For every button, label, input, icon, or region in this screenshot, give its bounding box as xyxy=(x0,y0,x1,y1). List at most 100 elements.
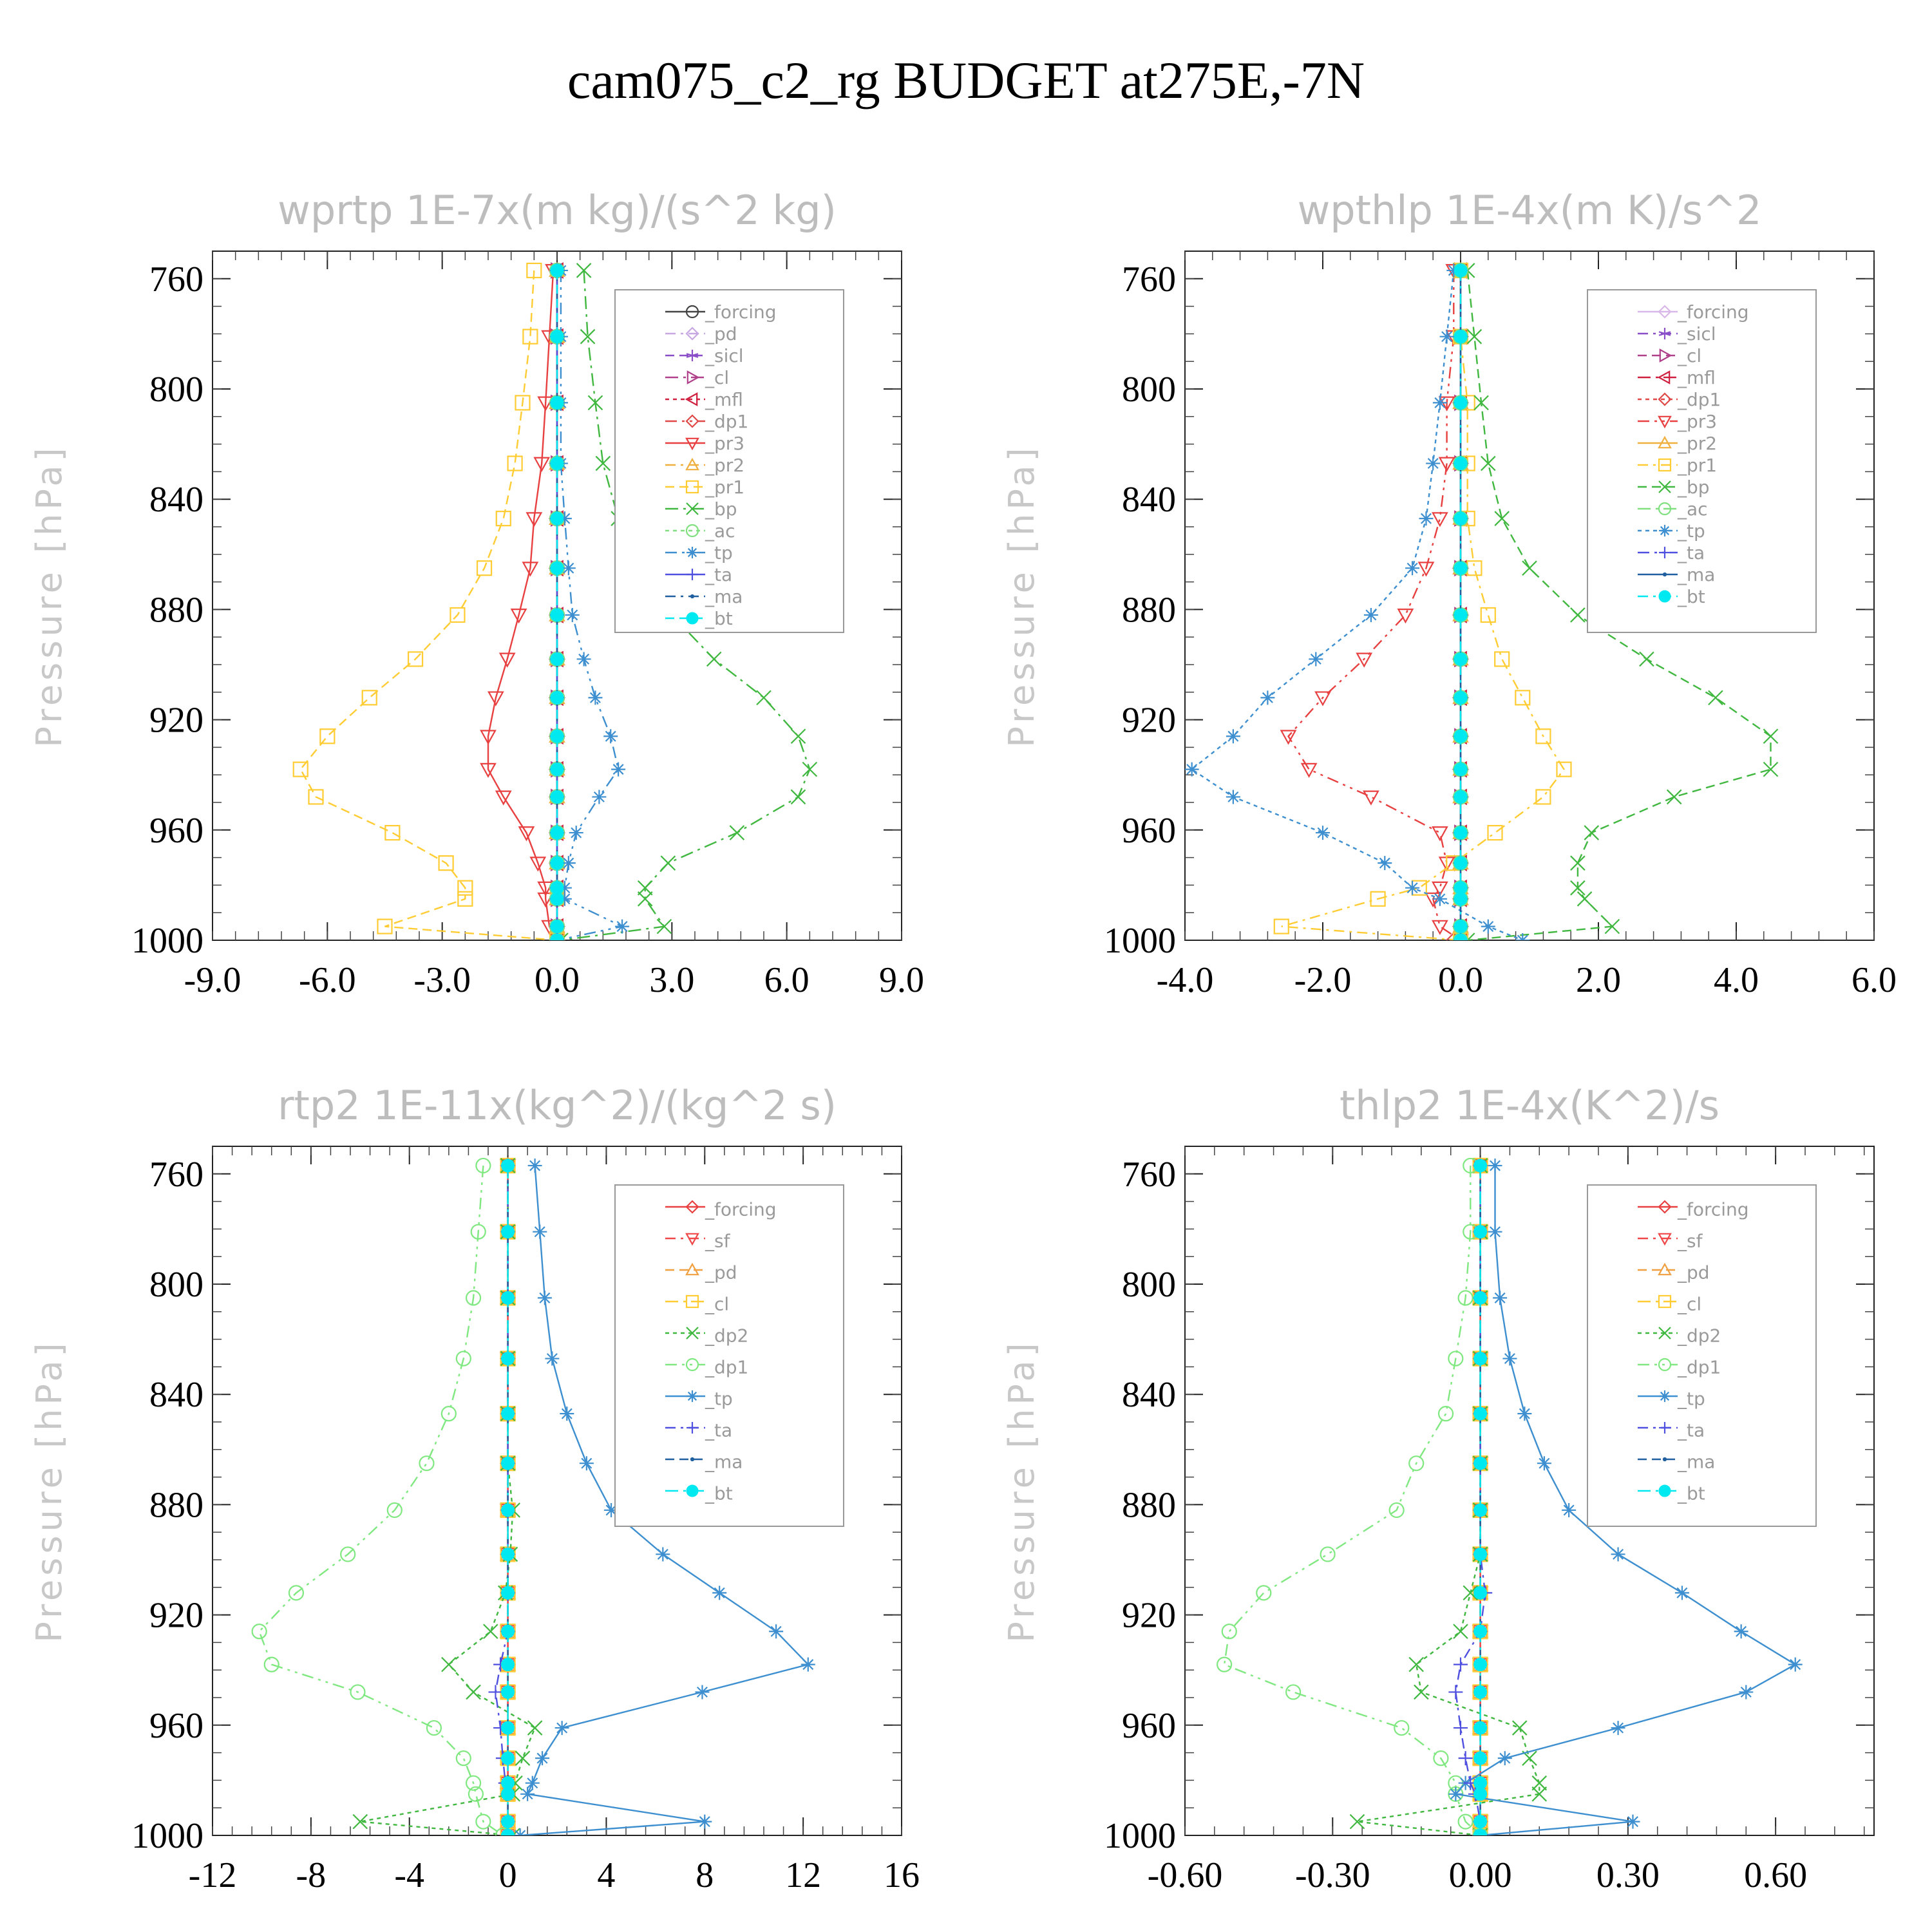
legend-marker xyxy=(1658,1327,1671,1340)
data-point xyxy=(522,562,539,577)
legend-label: _dp1 xyxy=(1677,1356,1721,1378)
x-tick-label: 8 xyxy=(696,1855,714,1895)
data-point xyxy=(1481,919,1495,934)
series-line xyxy=(360,1166,536,1835)
data-point xyxy=(1256,1585,1272,1601)
data-point xyxy=(637,891,653,907)
data-point xyxy=(1453,1624,1468,1640)
legend-marker xyxy=(690,594,695,599)
x-tick-label: 6.0 xyxy=(1852,960,1897,1000)
series-pr3 xyxy=(1280,264,1469,940)
legend-marker xyxy=(1662,572,1667,577)
legend-item: _tp xyxy=(665,542,733,564)
legend-marker xyxy=(1658,502,1672,516)
data-point xyxy=(1522,560,1537,576)
data-point xyxy=(1473,1352,1488,1366)
data-point xyxy=(525,1776,540,1790)
data-point xyxy=(637,880,653,896)
data-point xyxy=(561,856,576,871)
x-tick-label: -12 xyxy=(189,1855,237,1895)
x-tick-label: 0 xyxy=(499,1855,517,1895)
data-point xyxy=(1473,1586,1488,1600)
legend-marker xyxy=(685,480,699,494)
series-pr3 xyxy=(480,264,565,940)
data-point xyxy=(1466,560,1482,576)
data-point xyxy=(756,690,772,706)
data-point xyxy=(526,262,542,279)
legend-marker xyxy=(685,1294,699,1309)
data-point xyxy=(611,762,626,777)
data-point xyxy=(557,511,572,526)
data-point xyxy=(1577,891,1593,907)
data-point xyxy=(1448,1350,1464,1367)
data-point xyxy=(576,263,592,278)
series-dp1 xyxy=(251,1157,511,1835)
x-tick-label: 4 xyxy=(597,1855,615,1895)
legend-marker xyxy=(1659,1390,1671,1402)
legend-marker xyxy=(1662,1457,1667,1462)
data-point xyxy=(533,457,551,472)
data-point xyxy=(550,920,564,934)
data-point xyxy=(1439,329,1454,344)
data-point xyxy=(513,1828,527,1835)
legend-label: _ma xyxy=(1677,564,1715,585)
data-point xyxy=(483,1624,498,1640)
y-tick-label: 880 xyxy=(1122,590,1176,630)
data-point xyxy=(1448,1685,1463,1700)
legend-item: _bt xyxy=(1638,1482,1705,1504)
legend-item: _pr3 xyxy=(665,433,744,454)
data-point xyxy=(533,1224,547,1239)
data-point xyxy=(1739,1685,1754,1700)
data-point xyxy=(1535,728,1551,744)
data-point xyxy=(1309,652,1323,667)
data-point xyxy=(1454,856,1468,870)
y-tick-label: 1000 xyxy=(1104,1816,1176,1856)
data-point xyxy=(1260,690,1275,705)
data-point xyxy=(480,762,497,778)
data-point xyxy=(550,690,564,705)
data-point xyxy=(1493,1291,1508,1305)
data-point xyxy=(550,457,564,471)
legend-marker xyxy=(687,569,698,580)
data-point xyxy=(498,652,516,668)
legend-marker xyxy=(687,1390,698,1402)
data-point xyxy=(1488,1224,1502,1239)
data-point xyxy=(1432,920,1448,935)
panel-title: rtp2 1E-11x(kg^2)/(kg^2 s) xyxy=(278,1082,837,1129)
y-tick-label: 960 xyxy=(1122,811,1176,851)
data-point xyxy=(1473,1685,1488,1699)
data-point xyxy=(1480,607,1496,623)
legend-item: _pr2 xyxy=(665,455,744,476)
data-point xyxy=(1494,511,1510,526)
legend-marker xyxy=(1658,1200,1672,1214)
data-point xyxy=(790,789,806,805)
data-point xyxy=(1454,892,1468,906)
data-point xyxy=(1515,690,1531,706)
legend-label: _pr1 xyxy=(1677,455,1717,476)
data-point xyxy=(656,1547,670,1562)
legend-label: _pr2 xyxy=(1677,433,1717,454)
legend-label: _pr1 xyxy=(705,477,744,498)
y-tick-label: 800 xyxy=(1122,370,1176,410)
data-point xyxy=(1363,790,1379,806)
data-point xyxy=(495,511,511,527)
legend-label: _pd xyxy=(705,323,737,345)
data-point xyxy=(1458,1751,1473,1766)
data-point xyxy=(1414,1684,1429,1700)
legend-marker xyxy=(686,612,699,625)
legend-box xyxy=(1587,1184,1817,1527)
data-point xyxy=(480,730,497,745)
y-tick-label: 960 xyxy=(149,811,204,851)
data-point xyxy=(545,1351,560,1366)
series-pr1 xyxy=(292,262,565,940)
legend-label: _pr3 xyxy=(705,433,744,454)
data-point xyxy=(1584,825,1600,840)
legend-label: _ta xyxy=(705,1419,732,1441)
data-point xyxy=(455,1350,471,1367)
legend-item: _pd xyxy=(1638,1262,1710,1283)
legend-label: _bt xyxy=(1677,586,1705,607)
data-point xyxy=(1454,1657,1468,1672)
plot-area xyxy=(1185,261,1779,940)
data-point xyxy=(1515,933,1530,940)
legend-label: _bt xyxy=(705,608,733,629)
